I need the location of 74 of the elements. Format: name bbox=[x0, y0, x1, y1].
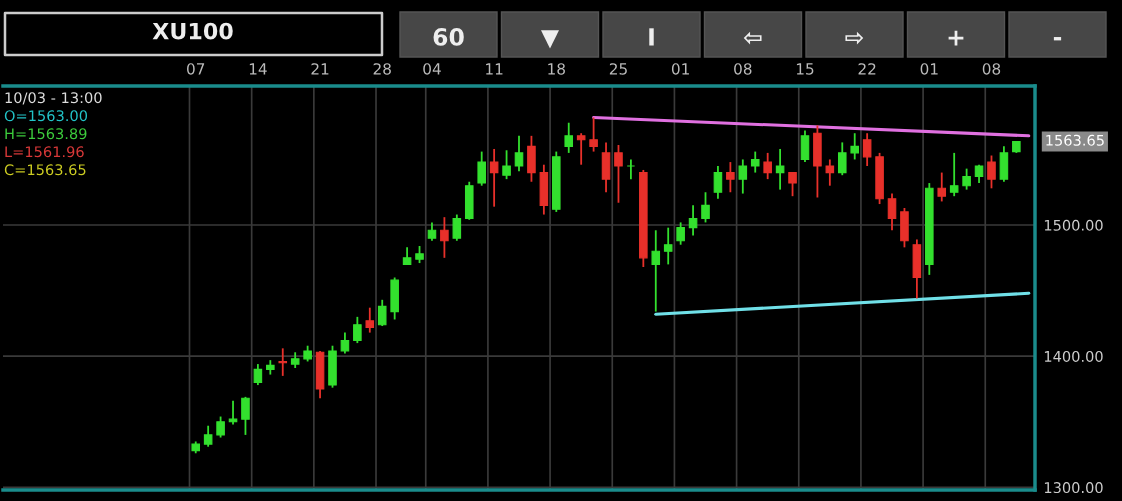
x-tick-label: 07 bbox=[187, 63, 205, 75]
x-tick-label: 08 bbox=[734, 63, 752, 75]
candlestick bbox=[340, 331, 350, 355]
candlestick bbox=[987, 154, 996, 190]
candlestick bbox=[713, 165, 723, 200]
x-tick-label: 01 bbox=[920, 63, 938, 75]
candlestick bbox=[589, 116, 598, 153]
x-tick-label: 25 bbox=[609, 63, 627, 75]
text: - bbox=[1053, 37, 1062, 41]
candlestick bbox=[203, 424, 213, 448]
candlestick bbox=[726, 161, 735, 194]
candlestick bbox=[738, 158, 748, 195]
annotation: O=1563.00 bbox=[4, 110, 88, 122]
candlestick bbox=[514, 134, 524, 173]
x-tick-label: 14 bbox=[249, 63, 267, 75]
y-tick-label: 1500.00 bbox=[1044, 219, 1103, 231]
text: + bbox=[948, 30, 964, 46]
candlestick bbox=[763, 151, 772, 181]
text: 60 bbox=[433, 27, 464, 46]
candlestick bbox=[688, 204, 698, 237]
candlestick bbox=[427, 221, 437, 242]
candlestick bbox=[800, 129, 810, 163]
candlestick bbox=[676, 221, 685, 246]
candlestick bbox=[937, 171, 947, 203]
candlestick bbox=[502, 149, 511, 181]
candlestick bbox=[775, 148, 785, 191]
text: I bbox=[649, 28, 654, 46]
candlestick bbox=[278, 347, 288, 377]
x-tick-label: 15 bbox=[796, 63, 814, 75]
candlestick bbox=[862, 132, 872, 167]
x-tick-label: 22 bbox=[858, 63, 876, 75]
candlestick bbox=[353, 315, 362, 344]
candlestick bbox=[576, 132, 586, 166]
y-tick-label: 1300.00 bbox=[1044, 482, 1103, 494]
y-tick-label: 1400.00 bbox=[1044, 350, 1103, 362]
candlestick bbox=[850, 132, 859, 161]
chart-title: XU100 bbox=[152, 22, 233, 40]
candlestick bbox=[477, 150, 486, 187]
candlestick bbox=[241, 395, 250, 436]
candlestick bbox=[253, 363, 263, 386]
candlestick bbox=[489, 148, 499, 208]
candlestick bbox=[962, 167, 971, 191]
candlestick bbox=[626, 158, 636, 181]
annotation: H=1563.89 bbox=[5, 128, 87, 140]
candlestick bbox=[825, 158, 835, 187]
x-tick-label: 08 bbox=[982, 63, 1001, 75]
x-tick-label: 18 bbox=[548, 63, 565, 75]
candlestick bbox=[887, 192, 897, 232]
annotation: C=1563.65 bbox=[4, 164, 86, 176]
text: ⇨ bbox=[845, 31, 864, 45]
candlestick bbox=[377, 298, 387, 327]
candlestick bbox=[564, 121, 574, 154]
candlestick bbox=[614, 144, 623, 204]
annotation: 10/03 - 13:00 bbox=[5, 92, 102, 105]
candlestick bbox=[788, 171, 797, 198]
x-tick-label: 28 bbox=[373, 63, 391, 75]
candlestick bbox=[837, 141, 847, 177]
candlestick bbox=[701, 191, 710, 224]
x-tick-label: 21 bbox=[311, 63, 329, 75]
text: ⇦ bbox=[743, 31, 762, 45]
candlestick bbox=[365, 306, 375, 334]
candlestick bbox=[949, 151, 959, 198]
text: 1563.65 bbox=[1046, 134, 1104, 146]
x-tick-label: 04 bbox=[423, 63, 441, 75]
candlestick bbox=[663, 226, 673, 266]
annotation: L=1561.96 bbox=[5, 146, 84, 158]
candlestick bbox=[750, 150, 760, 174]
candlestick bbox=[651, 229, 661, 313]
x-tick-label: 11 bbox=[486, 63, 503, 75]
candlestick bbox=[216, 415, 225, 439]
candlestick bbox=[440, 216, 449, 259]
text: ▼ bbox=[540, 30, 560, 49]
candlestick bbox=[452, 213, 462, 242]
x-tick-label: 01 bbox=[671, 63, 689, 75]
